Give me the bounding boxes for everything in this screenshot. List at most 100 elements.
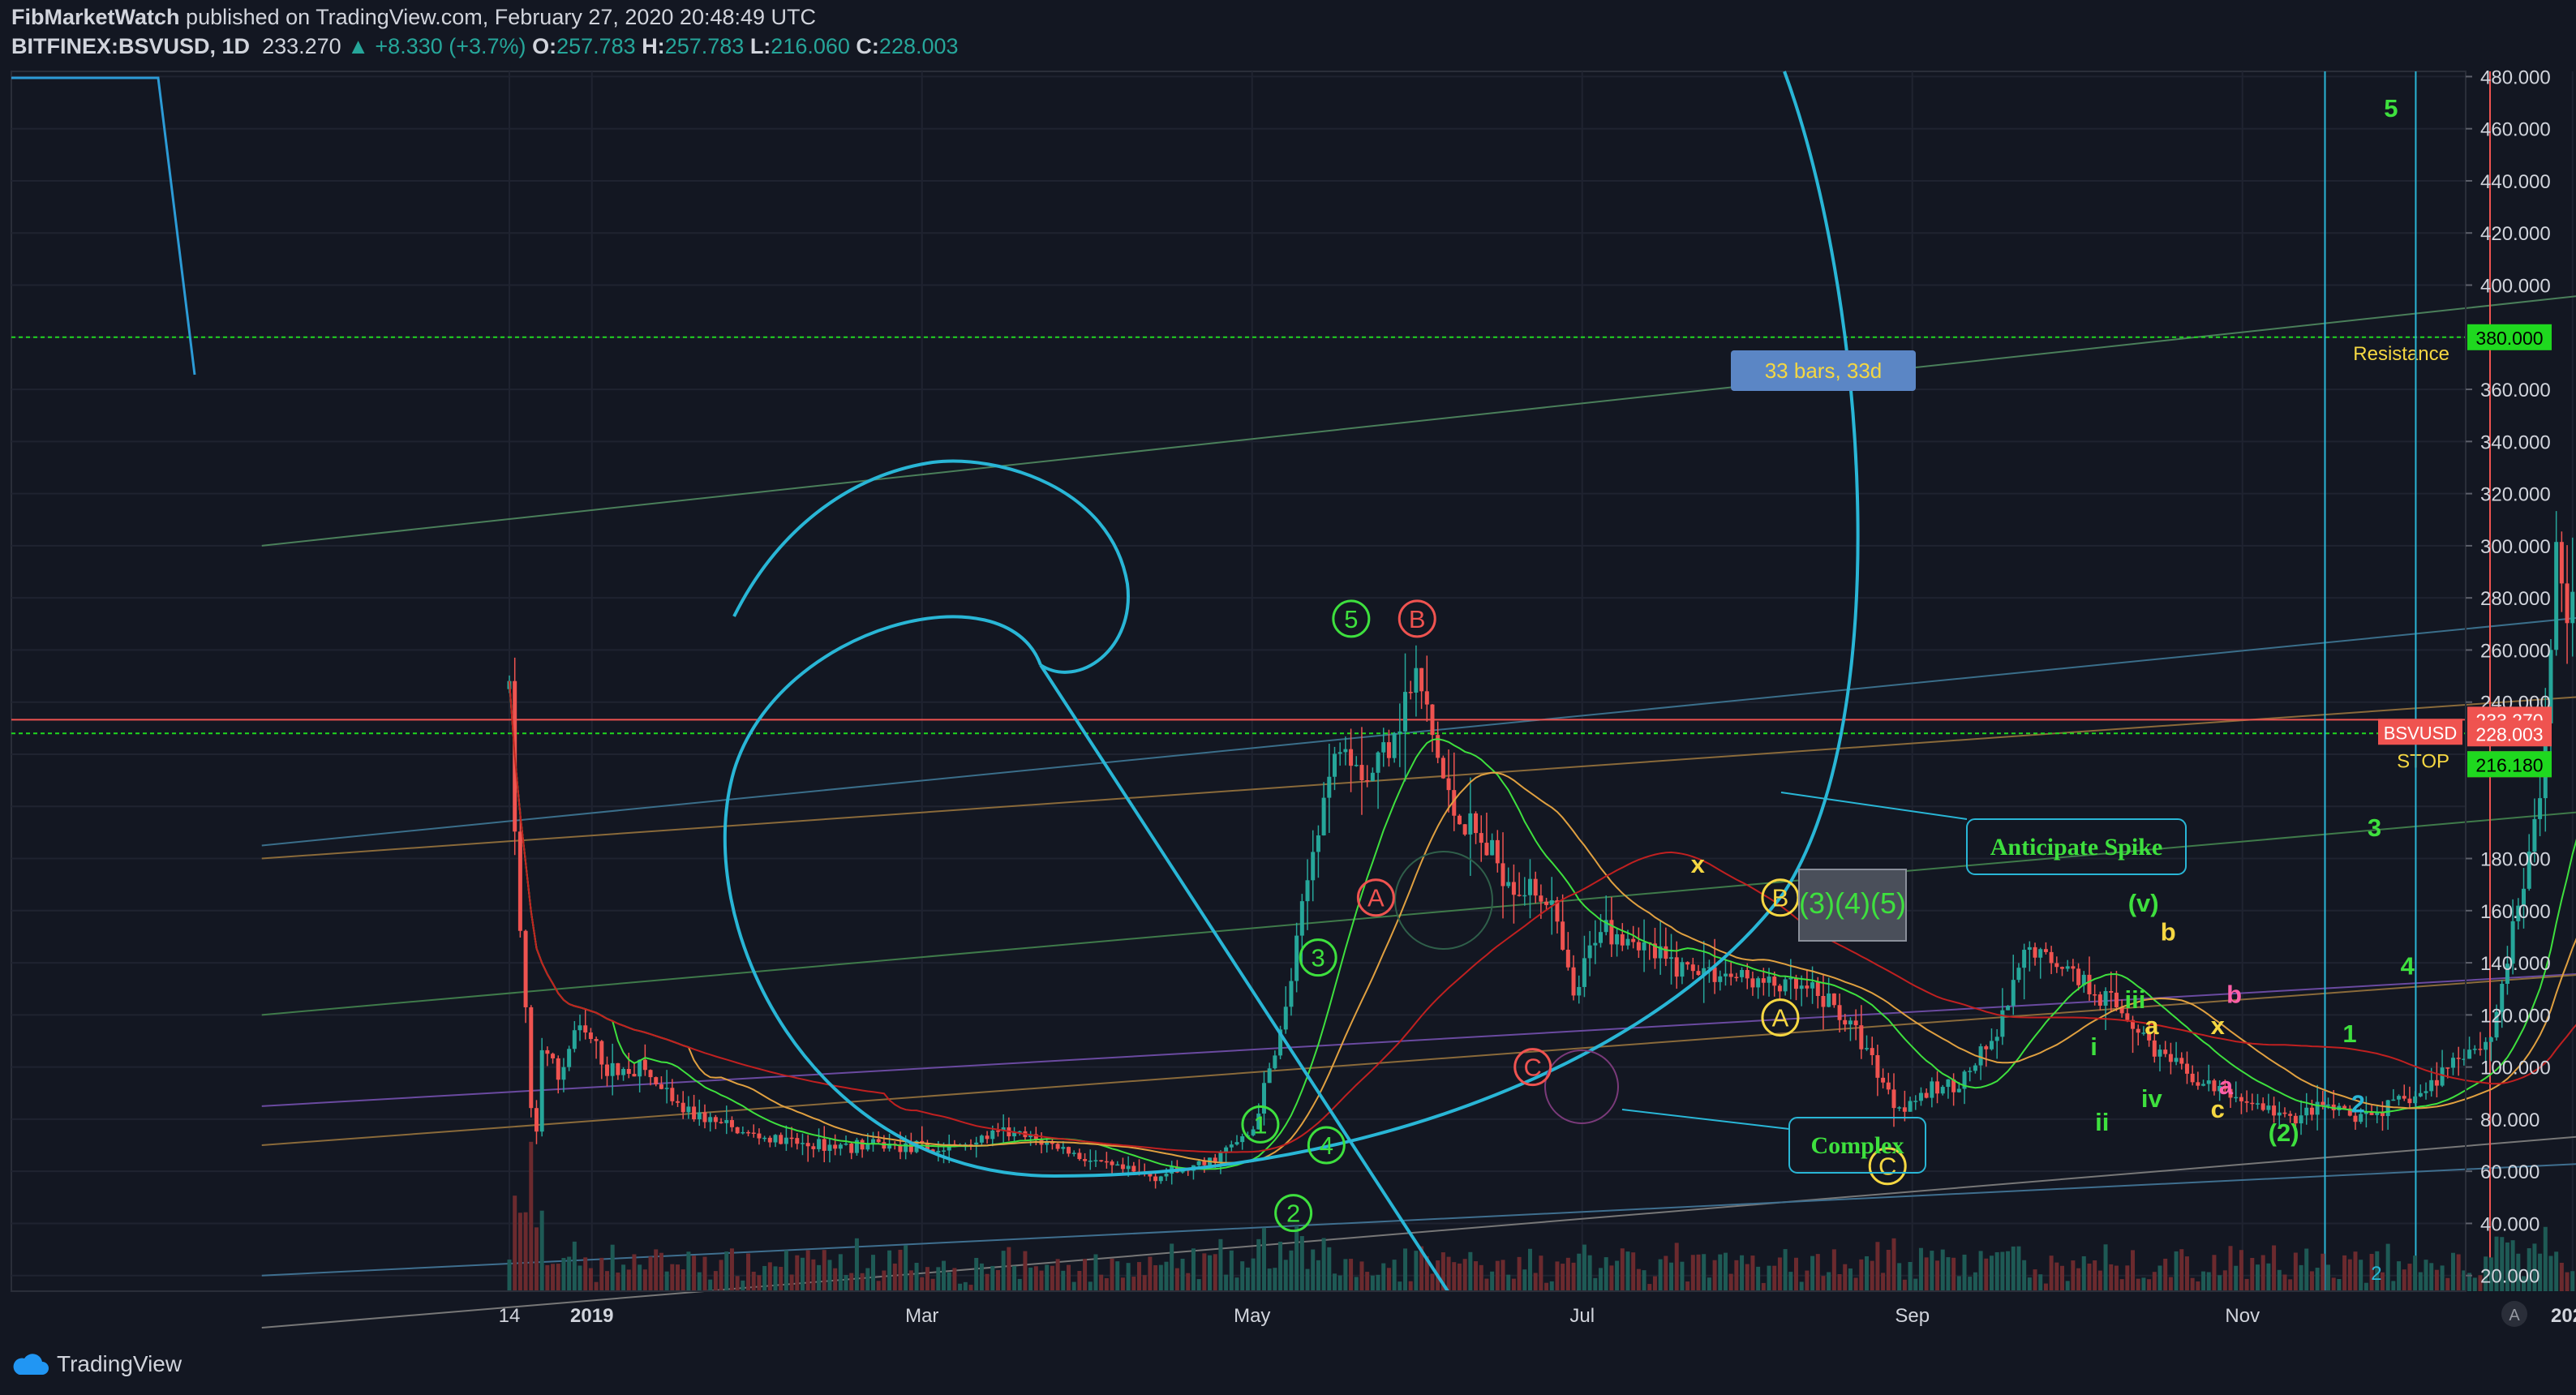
volume-bar: [1799, 1281, 1804, 1291]
volume-bar: [1761, 1282, 1766, 1291]
drawings[interactable]: [11, 71, 1968, 1293]
candle-body: [2190, 1073, 2195, 1083]
volume-bar: [719, 1260, 723, 1291]
candle-body: [1690, 964, 1695, 972]
price-change: ▲ +8.330 (+3.7%): [347, 34, 526, 58]
volume-bar: [2450, 1252, 2455, 1291]
candle-body: [1403, 692, 1408, 732]
volume-bar: [1859, 1259, 1864, 1291]
price-tick-label: 440.000: [2480, 171, 2551, 193]
candle-body: [1337, 752, 1342, 754]
cycle-label: 2: [2371, 1263, 2381, 1285]
volume-bar: [1680, 1261, 1685, 1291]
wave-circle: [1274, 1194, 1313, 1233]
candle-body: [1745, 969, 1750, 979]
candle-body: [1777, 985, 1782, 992]
candle-body: [2157, 1049, 2162, 1057]
candle-body: [2097, 994, 2102, 1006]
candle-body: [1908, 1101, 1913, 1112]
volume-bar: [920, 1277, 925, 1291]
price-axis[interactable]: 20.000 40.000 60.000 80.000 100.000 120.000 14…: [2378, 67, 2552, 1291]
candle-body: [1973, 1065, 1977, 1071]
candle-body: [1359, 765, 1364, 781]
candle-body: [1462, 824, 1467, 835]
candle-body: [2462, 1058, 2467, 1060]
settings-button[interactable]: A: [2501, 1301, 2527, 1327]
volume-bar: [2131, 1250, 2136, 1291]
candle-body: [1229, 1144, 1234, 1148]
candle-body: [1978, 1046, 1983, 1066]
candle-body: [1397, 731, 1402, 733]
candle-body: [638, 1059, 642, 1077]
candle-body: [2152, 1040, 2157, 1057]
candle-body: [1055, 1144, 1060, 1149]
author-name[interactable]: FibMarketWatch: [11, 5, 180, 29]
candle-body: [1848, 1020, 1853, 1025]
candle-body: [676, 1101, 680, 1103]
volume-bar: [616, 1273, 620, 1291]
ohlc-line: BITFINEX:BSVUSD, 1D 233.270 ▲ +8.330 (+3…: [11, 34, 959, 59]
candle-body: [865, 1144, 870, 1150]
candle-body: [762, 1137, 767, 1140]
volume-bar: [1831, 1249, 1836, 1291]
volume-bar: [789, 1274, 794, 1291]
volume-bar: [1506, 1274, 1511, 1291]
candle-body: [1386, 742, 1391, 758]
candle-body: [2527, 852, 2531, 889]
candle-body: [1278, 1029, 1283, 1056]
candle-body: [1561, 921, 1565, 950]
volume-bar: [1202, 1253, 1207, 1291]
candle-body: [751, 1132, 756, 1134]
candle-body: [1001, 1127, 1006, 1131]
candle-body: [1376, 752, 1380, 773]
candle-body: [1625, 938, 1630, 946]
candle-body: [2065, 966, 2070, 969]
wave-label: A: [1772, 1004, 1789, 1032]
volume-bar: [513, 1195, 517, 1291]
top-left-line: [11, 76, 196, 376]
volume-bar: [849, 1273, 854, 1291]
volume-bar: [2304, 1248, 2309, 1291]
volume-bar: [1354, 1277, 1359, 1291]
candle-body: [697, 1112, 702, 1120]
volume-bar: [2391, 1281, 2396, 1291]
volume-bar: [724, 1251, 729, 1291]
candle-body: [1582, 958, 1586, 987]
volume-bar: [1093, 1254, 1098, 1291]
candle-body: [2548, 650, 2553, 723]
volume-bar: [1728, 1273, 1733, 1291]
candle-body: [1652, 943, 1657, 959]
candle-body: [1631, 938, 1636, 942]
tradingview-logo[interactable]: TradingView: [11, 1348, 182, 1380]
volume-bar: [1723, 1252, 1728, 1291]
moving-average-line: [509, 680, 2576, 1164]
candle-body: [1511, 882, 1516, 895]
candle-body: [534, 1108, 539, 1132]
annotations[interactable]: 33 bars, 33d Anticipate Spike Complex (3)(4…: [1731, 350, 2576, 1285]
candle-body: [822, 1139, 826, 1151]
candle-body: [1837, 1005, 1842, 1020]
time-axis[interactable]: 142019MarMayJulSepNov2020MarMayJulSepNov: [11, 1290, 2576, 1327]
volume-bar: [2114, 1265, 2119, 1291]
volume-bar: [577, 1265, 582, 1291]
volume-bar: [1750, 1256, 1755, 1291]
candle-body: [844, 1143, 848, 1145]
open-value: 257.783: [556, 34, 636, 58]
volume-bar: [2445, 1277, 2450, 1291]
candle-body: [2244, 1101, 2249, 1103]
candle-body: [1642, 942, 1646, 951]
candle-body: [1881, 1077, 1886, 1083]
volume-bar: [2218, 1275, 2222, 1291]
candle-body: [1370, 772, 1375, 782]
volume-bar: [1718, 1254, 1723, 1291]
volume-bar: [2510, 1240, 2515, 1291]
candle-body: [757, 1133, 762, 1139]
candle-body: [2478, 1049, 2483, 1050]
volume-bar: [1381, 1263, 1386, 1291]
volume-bar: [2418, 1272, 2423, 1291]
symbol-title[interactable]: BITFINEX:BSVUSD, 1D: [11, 34, 251, 58]
volume-bar: [2109, 1264, 2114, 1291]
candle-body: [871, 1139, 876, 1144]
candle-body: [1490, 839, 1495, 856]
